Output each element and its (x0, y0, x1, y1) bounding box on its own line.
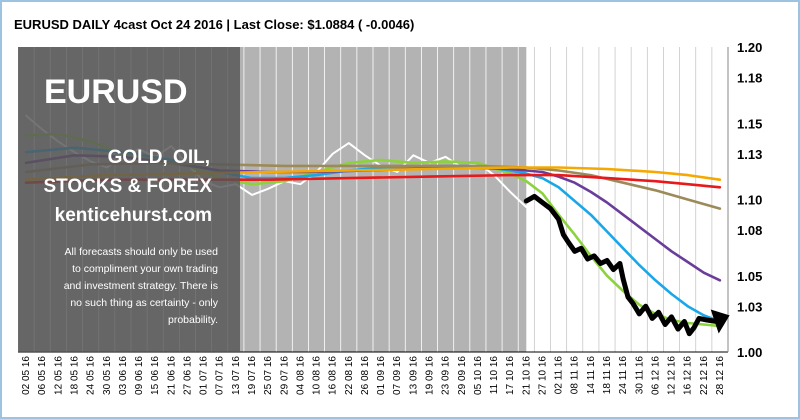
x-tick-label: 26 08 16 (360, 356, 371, 395)
y-tick-label: 1.03 (737, 299, 762, 314)
x-tick-label: 27 10 16 (537, 356, 548, 395)
x-tick-label: 30 11 16 (634, 356, 645, 395)
x-tick-label: 29 09 16 (457, 356, 468, 395)
x-tick-label: 12 12 16 (667, 356, 678, 395)
x-tick-label: 07 09 16 (392, 356, 403, 395)
overlay-line2: STOCKS & FOREX (43, 176, 212, 197)
x-tick-label: 01 07 16 (199, 356, 210, 395)
x-tick-label: 14 11 16 (586, 356, 597, 395)
x-tick-label: 05 10 16 (473, 356, 484, 395)
x-tick-label: 18 11 16 (602, 356, 613, 395)
x-tick-label: 24 05 16 (86, 356, 97, 395)
disclaimer-line: to compliment your own trading (72, 263, 218, 275)
y-tick-label: 1.10 (737, 193, 762, 208)
x-tick-label: 27 06 16 (182, 356, 193, 395)
overlay-line1: GOLD, OIL, (108, 147, 210, 168)
y-tick-label: 1.13 (737, 147, 762, 162)
x-tick-label: 21 10 16 (521, 356, 532, 395)
x-tick-label: 22 12 16 (699, 356, 710, 395)
x-tick-label: 22 08 16 (344, 356, 355, 395)
series-line-forecast-black (523, 193, 720, 337)
disclaimer-line: no such thing as certainty - only (70, 297, 218, 309)
x-tick-label: 28 12 16 (715, 356, 726, 395)
y-tick-label: 1.00 (737, 345, 762, 360)
x-tick-label: 21 06 16 (166, 356, 177, 395)
x-tick-label: 01 09 16 (376, 356, 387, 395)
y-tick-label: 1.20 (737, 40, 762, 55)
x-tick-label: 13 09 16 (408, 356, 419, 395)
x-tick-label: 15 06 16 (150, 356, 161, 395)
x-tick-label: 18 05 16 (69, 356, 80, 395)
y-tick-label: 1.08 (737, 223, 762, 238)
branding-overlay: EURUSD GOLD, OIL, STOCKS & FOREX kentice… (18, 47, 240, 352)
x-tick-label: 25 07 16 (263, 356, 274, 395)
x-tick-label: 03 06 16 (118, 356, 129, 395)
overlay-title: EURUSD (44, 73, 188, 111)
x-tick-label: 12 05 16 (53, 356, 64, 395)
x-tick-label: 16 08 16 (328, 356, 339, 395)
x-tick-label: 16 12 16 (683, 356, 694, 395)
disclaimer-line: and investment strategy. There is (64, 280, 218, 292)
overlay-url: kenticehurst.com (55, 205, 212, 226)
y-tick-label: 1.15 (737, 116, 762, 131)
forecast-arrowhead (710, 309, 730, 334)
x-tick-label: 10 08 16 (312, 356, 323, 395)
x-tick-label: 23 09 16 (441, 356, 452, 395)
chart-title: EURUSD DAILY 4cast Oct 24 2016 | Last Cl… (14, 17, 414, 32)
x-tick-label: 02 11 16 (554, 356, 565, 395)
x-tick-label: 07 07 16 (215, 356, 226, 395)
disclaimer-line: All forecasts should only be used (64, 246, 218, 258)
x-tick-label: 29 07 16 (279, 356, 290, 395)
y-tick-label: 1.05 (737, 269, 762, 284)
y-tick-label: 1.18 (737, 71, 762, 86)
x-tick-label: 17 10 16 (505, 356, 516, 395)
x-tick-label: 11 10 16 (489, 356, 500, 395)
x-tick-label: 06 05 16 (37, 356, 48, 395)
x-tick-label: 19 09 16 (424, 356, 435, 395)
overlay-panel (18, 47, 240, 352)
x-tick-label: 02 05 16 (21, 356, 32, 395)
x-tick-label: 04 08 16 (295, 356, 306, 395)
x-tick-label: 06 12 16 (650, 356, 661, 395)
disclaimer-line: probability. (168, 314, 218, 326)
x-tick-label: 09 06 16 (134, 356, 145, 395)
x-tick-label: 13 07 16 (231, 356, 242, 395)
x-tick-label: 30 05 16 (102, 356, 113, 395)
x-tick-label: 19 07 16 (247, 356, 258, 395)
x-tick-label: 08 11 16 (570, 356, 581, 395)
x-tick-label: 24 11 16 (618, 356, 629, 395)
